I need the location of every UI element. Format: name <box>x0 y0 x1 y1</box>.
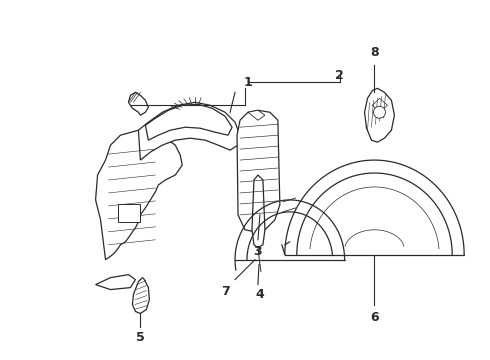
Polygon shape <box>132 278 149 314</box>
Text: 2: 2 <box>335 69 344 82</box>
Text: 1: 1 <box>244 76 252 89</box>
Text: 6: 6 <box>370 311 379 324</box>
Polygon shape <box>248 110 265 120</box>
Text: 8: 8 <box>370 46 379 59</box>
Text: 5: 5 <box>136 331 145 344</box>
Polygon shape <box>138 102 240 160</box>
Text: 7: 7 <box>220 285 229 298</box>
Polygon shape <box>252 175 265 248</box>
Polygon shape <box>96 275 135 289</box>
Bar <box>119 204 141 222</box>
Polygon shape <box>128 92 148 115</box>
Polygon shape <box>96 128 182 260</box>
Text: 3: 3 <box>254 245 262 258</box>
Circle shape <box>373 106 386 118</box>
Polygon shape <box>237 110 280 232</box>
Polygon shape <box>365 88 394 142</box>
Text: 4: 4 <box>256 288 264 301</box>
